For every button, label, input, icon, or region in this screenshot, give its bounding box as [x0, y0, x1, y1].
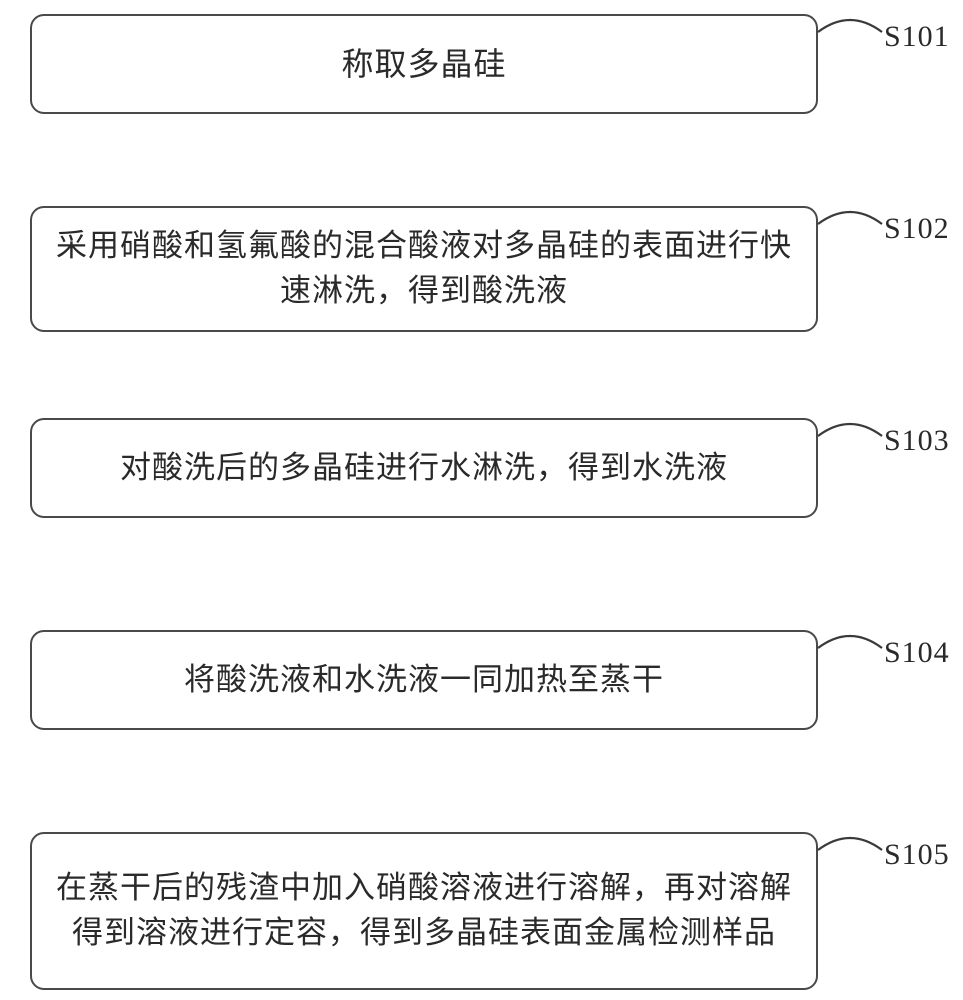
leader-s105: [0, 0, 963, 900]
step-label-s105: S105: [884, 838, 950, 872]
flowchart-container: 称取多晶硅 S101 采用硝酸和氢氟酸的混合酸液对多晶硅的表面进行快速淋洗，得到…: [0, 0, 963, 1000]
